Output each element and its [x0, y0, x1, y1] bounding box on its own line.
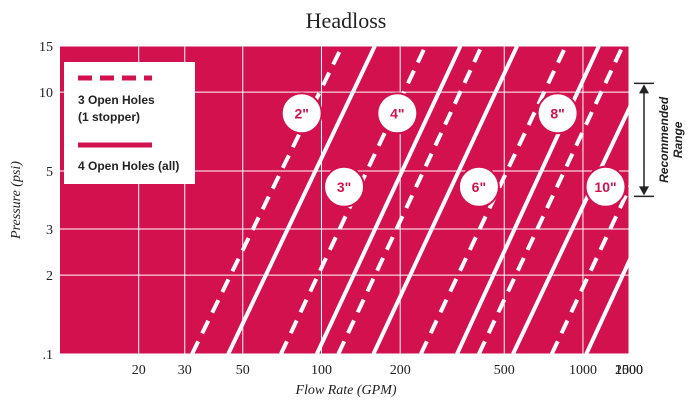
badge-circle-3: [457, 165, 500, 208]
series-line-5: [371, 46, 519, 354]
legend-dashed-label-1: 3 Open Holes: [78, 93, 155, 107]
x-tick-label-2: 50: [236, 363, 250, 378]
x-axis-label: Flow Rate (GPM): [294, 383, 396, 398]
badge-label-5: 10": [594, 179, 616, 195]
series-line-4: [336, 46, 484, 354]
y-tick-label-3: 5: [46, 165, 53, 180]
badge-circle-1: [323, 165, 366, 208]
x-tick-label-4: 200: [390, 363, 411, 378]
series-line-11: [584, 256, 629, 354]
y-axis-ticks: .1 2 3 5 10 15: [39, 40, 53, 363]
series-line-3: [315, 46, 463, 354]
x-tick-label-7: 2000: [615, 363, 643, 378]
chart-title: Headloss: [306, 8, 387, 33]
y-tick-label-1: 2: [46, 269, 53, 284]
x-tick-label-6: 1000: [569, 363, 597, 378]
badge-circle-5: [584, 165, 627, 208]
series-line-0: [190, 46, 344, 354]
series-line-8: [477, 46, 625, 354]
y-tick-label-0: .1: [43, 348, 54, 363]
y-tick-label-5: 15: [39, 40, 53, 55]
x-tick-label-0: 20: [132, 363, 146, 378]
badge-label-1: 3": [337, 179, 351, 195]
range-arrow-down: [639, 186, 649, 196]
pipe-size-badges: 2" 3" 4" 6" 8" 10": [280, 92, 627, 208]
badge-label-3: 6": [472, 179, 486, 195]
badge-circle-0: [280, 92, 323, 135]
range-label-1: Recommended: [657, 96, 671, 183]
series-line-1: [226, 46, 377, 354]
badge-circle-4: [536, 92, 579, 135]
x-tick-label-5: 500: [494, 363, 515, 378]
badge-label-2: 4": [390, 105, 404, 121]
range-label-2: Range: [671, 121, 685, 158]
legend-box: [64, 62, 195, 184]
series-line-10: [549, 184, 629, 354]
badge-label-4: 8": [550, 105, 564, 121]
x-tick-label-8: 1500: [615, 363, 643, 378]
badge-label-0: 2": [294, 105, 308, 121]
badge-circle-2: [376, 92, 419, 135]
x-tick-label-1: 30: [178, 363, 192, 378]
grid-lines: [60, 45, 630, 355]
legend: 3 Open Holes (1 stopper) 4 Open Holes (a…: [64, 62, 195, 184]
y-tick-label-2: 3: [46, 223, 53, 238]
recommended-range: Recommended Range: [634, 82, 685, 198]
y-axis-label: Pressure (psi): [9, 161, 24, 240]
legend-solid-label: 4 Open Holes (all): [78, 159, 179, 173]
legend-dashed-label-2: (1 stopper): [78, 110, 140, 124]
series-line-7: [455, 46, 601, 354]
range-arrow-up: [639, 84, 649, 94]
series-line-9: [511, 104, 629, 354]
x-tick-label-3: 100: [311, 363, 332, 378]
y-tick-label-4: 10: [39, 86, 53, 101]
